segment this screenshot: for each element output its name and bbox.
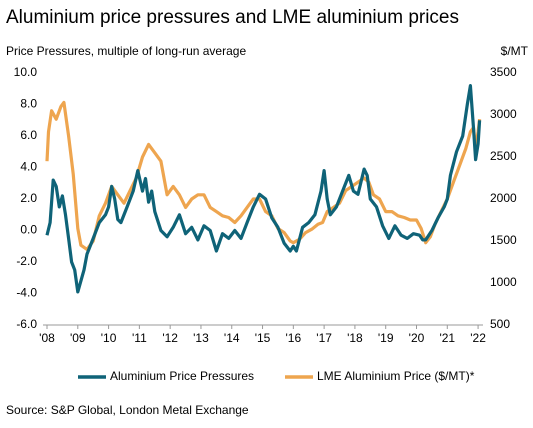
- y-tick-label: 4.0: [20, 160, 37, 174]
- x-tick-label: '20: [409, 331, 425, 345]
- y2-tick-label: 1500: [490, 233, 517, 247]
- x-tick-label: '19: [378, 331, 394, 345]
- x-tick-label: '14: [224, 331, 240, 345]
- y-tick-label: 10.0: [14, 65, 38, 79]
- y2-tick-label: 3500: [490, 65, 517, 79]
- source: Source: S&P Global, London Metal Exchang…: [6, 403, 249, 417]
- legend-label: LME Aluminium Price ($/MT)*: [317, 369, 475, 383]
- y-tick-label: 6.0: [20, 128, 37, 142]
- y-tick-label: -2.0: [16, 254, 37, 268]
- y-tick-label: 8.0: [20, 97, 37, 111]
- y-tick-label: 2.0: [20, 191, 37, 205]
- y2-tick-label: 500: [490, 317, 510, 331]
- y-tick-label: -6.0: [16, 317, 37, 331]
- y2-tick-label: 1000: [490, 275, 517, 289]
- x-tick-label: '10: [101, 331, 117, 345]
- x-tick-label: '21: [439, 331, 455, 345]
- x-tick-label: '18: [347, 331, 363, 345]
- x-tick-label: '09: [70, 331, 86, 345]
- x-tick-label: '16: [286, 331, 302, 345]
- y2-tick-label: 3000: [490, 107, 517, 121]
- series-line: [45, 84, 482, 294]
- y2-tick-label: 2500: [490, 149, 517, 163]
- y2-tick-label: 2000: [490, 191, 517, 205]
- x-tick-label: '17: [316, 331, 332, 345]
- y-tick-label: 0.0: [20, 223, 37, 237]
- y-axis-label: Price Pressures, multiple of long-run av…: [6, 44, 246, 58]
- y2-axis-label: $/MT: [501, 44, 529, 58]
- x-tick-label: '22: [470, 331, 486, 345]
- x-tick-label: '13: [193, 331, 209, 345]
- x-tick-label: '12: [162, 331, 178, 345]
- x-tick-label: '08: [39, 331, 55, 345]
- x-tick-label: '11: [132, 331, 147, 345]
- y-tick-label: -4.0: [16, 286, 37, 300]
- series-line: [45, 100, 482, 251]
- chart-title: Aluminium price pressures and LME alumin…: [6, 7, 459, 28]
- x-tick-label: '15: [255, 331, 271, 345]
- legend-label: Aluminium Price Pressures: [110, 369, 254, 383]
